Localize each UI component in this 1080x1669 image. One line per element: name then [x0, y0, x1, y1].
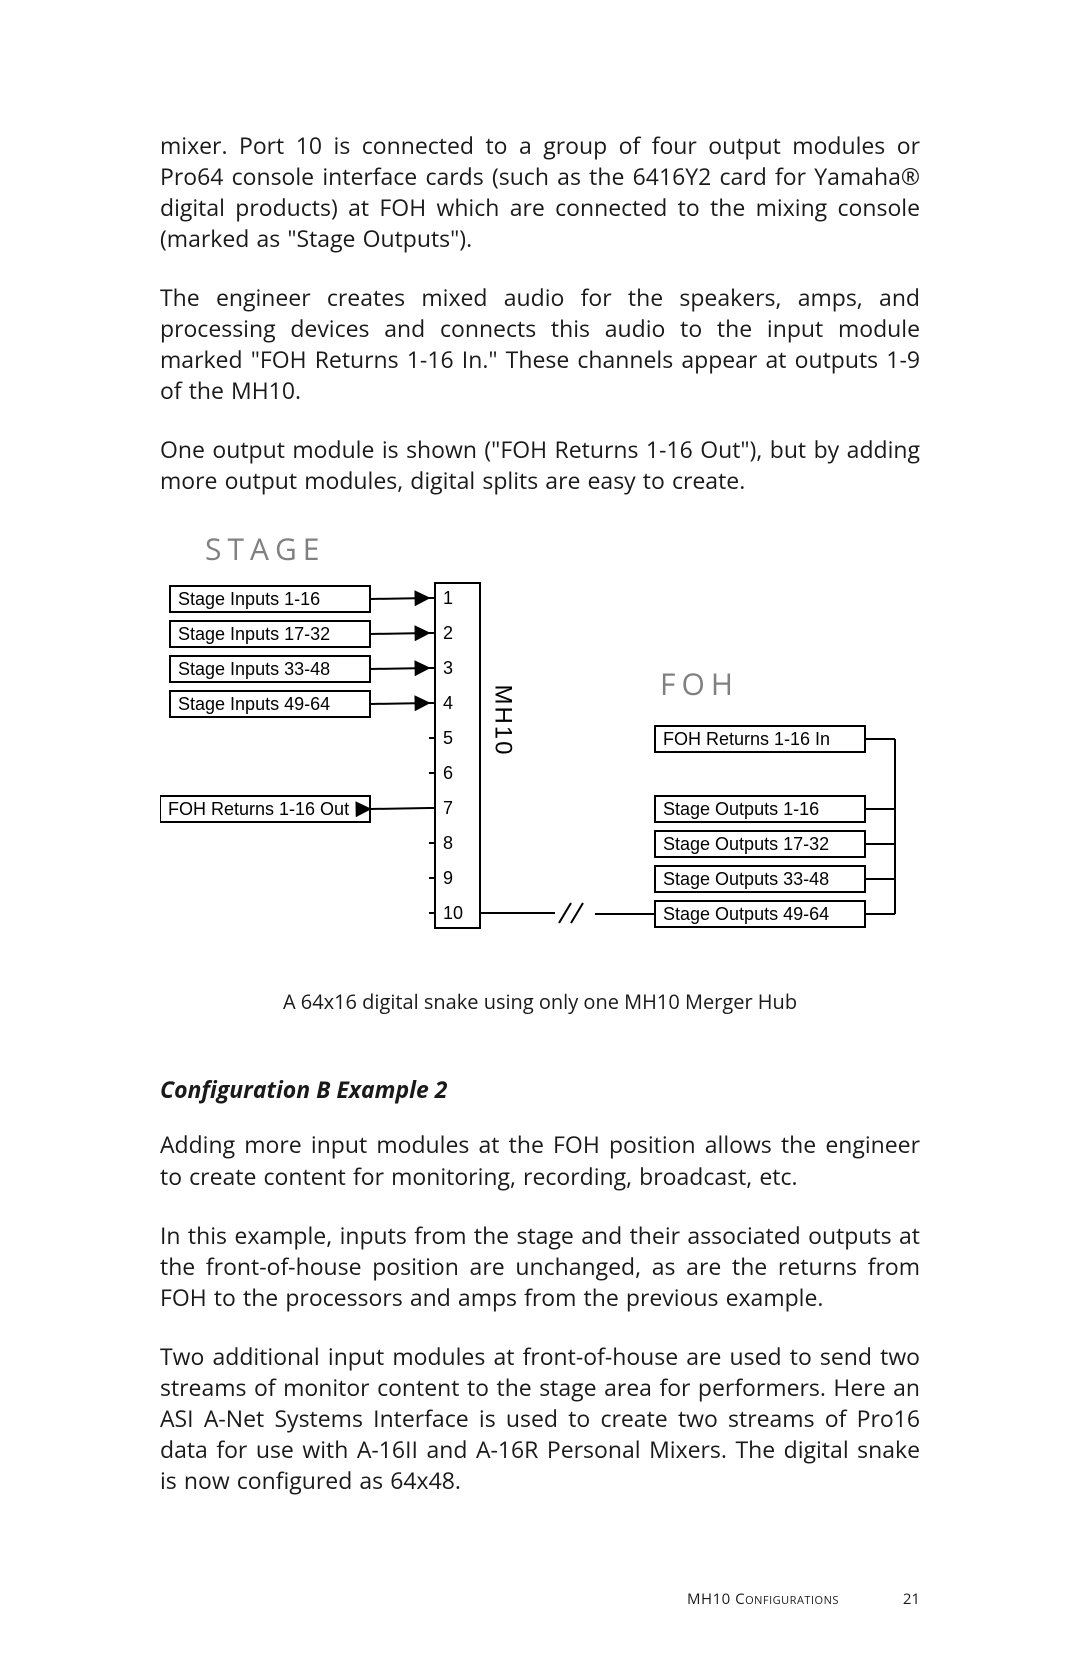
svg-text:2: 2	[443, 623, 453, 643]
config-b-ex2-heading: Configuration B Example 2	[160, 1073, 920, 1105]
svg-text:Stage Outputs 33-48: Stage Outputs 33-48	[663, 869, 829, 889]
svg-text:MH10: MH10	[490, 685, 517, 757]
svg-text:Stage Outputs 1-16: Stage Outputs 1-16	[663, 799, 819, 819]
svg-text:FOH Returns 1-16 Out: FOH Returns 1-16 Out	[168, 799, 349, 819]
svg-text:6: 6	[443, 763, 453, 783]
svg-text:1: 1	[443, 588, 453, 608]
svg-text:10: 10	[443, 903, 463, 923]
footer-section: MH10 Configurations	[687, 1589, 839, 1609]
svg-text:7: 7	[443, 798, 453, 818]
paragraph-6: Two additional input modules at front-of…	[160, 1341, 920, 1496]
paragraph-4: Adding more input modules at the FOH pos…	[160, 1129, 920, 1191]
paragraph-1: mixer. Port 10 is connected to a group o…	[160, 130, 920, 254]
paragraph-5: In this example, inputs from the stage a…	[160, 1220, 920, 1313]
svg-text:3: 3	[443, 658, 453, 678]
svg-text:Stage Outputs 17-32: Stage Outputs 17-32	[663, 834, 829, 854]
foh-heading: FOH	[660, 663, 739, 704]
svg-text:Stage Inputs 1-16: Stage Inputs 1-16	[178, 589, 320, 609]
diagram-64x16-snake: STAGE FOH MH10 1 2 3 4 5 6 7 8 9 10 Stage Inputs 1-…	[160, 528, 920, 958]
diagram-caption: A 64x16 digital snake using only one MH1…	[160, 988, 920, 1015]
page-footer: MH10 Configurations 21	[687, 1589, 920, 1609]
paragraph-2: The engineer creates mixed audio for the…	[160, 282, 920, 406]
paragraph-3: One output module is shown ("FOH Returns…	[160, 434, 920, 496]
stage-heading: STAGE	[205, 528, 325, 569]
svg-text:5: 5	[443, 728, 453, 748]
svg-text:FOH Returns 1-16 In: FOH Returns 1-16 In	[663, 729, 830, 749]
svg-text:Stage Inputs 17-32: Stage Inputs 17-32	[178, 624, 330, 644]
svg-text:Stage Inputs 49-64: Stage Inputs 49-64	[178, 694, 330, 714]
footer-page-number: 21	[903, 1589, 920, 1609]
svg-text:Stage Outputs 49-64: Stage Outputs 49-64	[663, 904, 829, 924]
diagram-svg: MH10 1 2 3 4 5 6 7 8 9 10 Stage Inputs 1-16 Stage In…	[160, 528, 940, 953]
svg-text:8: 8	[443, 833, 453, 853]
svg-text:4: 4	[443, 693, 453, 713]
svg-text:Stage Inputs 33-48: Stage Inputs 33-48	[178, 659, 330, 679]
svg-text:9: 9	[443, 868, 453, 888]
